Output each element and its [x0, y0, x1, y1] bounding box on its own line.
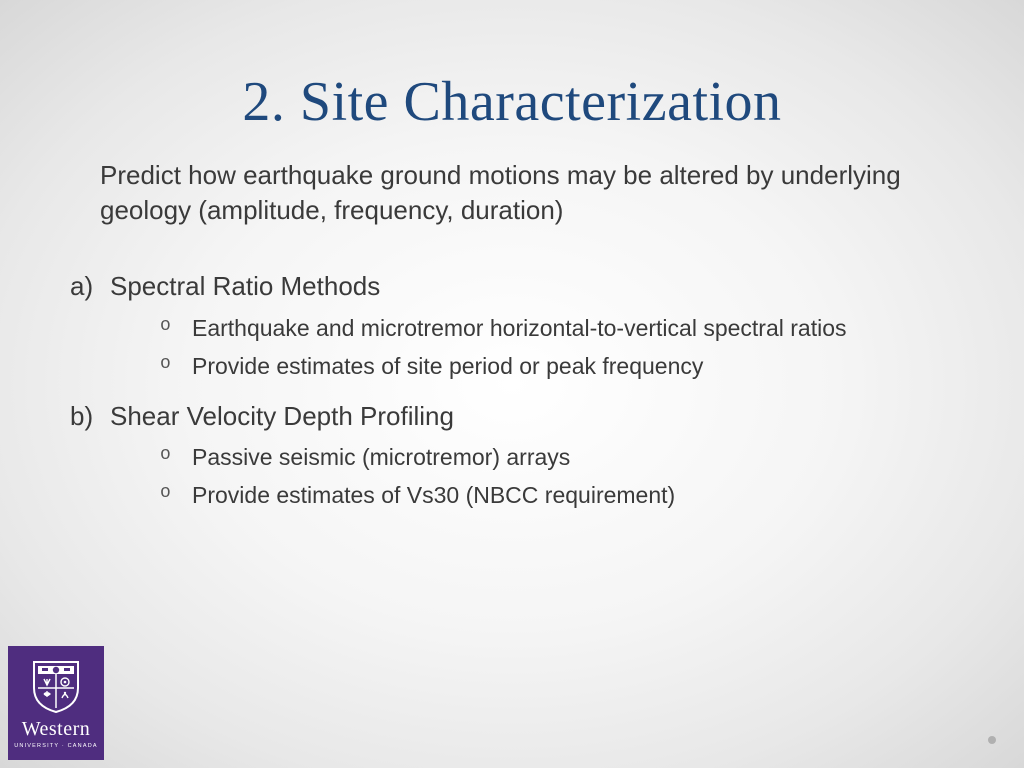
- logo-tagline: UNIVERSITY · CANADA: [14, 743, 98, 749]
- sub-text: Provide estimates of site period or peak…: [192, 349, 703, 384]
- sub-item: o Provide estimates of Vs30 (NBCC requir…: [160, 478, 954, 513]
- list-item-a: a) Spectral Ratio Methods: [70, 268, 954, 304]
- slide-title: 2. Site Characterization: [70, 70, 954, 134]
- item-letter: b): [70, 398, 110, 434]
- bullet-icon: o: [160, 311, 192, 346]
- logo-wordmark: Western: [22, 718, 91, 741]
- western-logo: Western UNIVERSITY · CANADA: [8, 646, 104, 760]
- item-label: Spectral Ratio Methods: [110, 268, 380, 304]
- sub-item: o Provide estimates of site period or pe…: [160, 349, 954, 384]
- bullet-icon: o: [160, 349, 192, 384]
- bullet-icon: o: [160, 440, 192, 475]
- bullet-icon: o: [160, 478, 192, 513]
- sub-text: Provide estimates of Vs30 (NBCC requirem…: [192, 478, 675, 513]
- sub-item: o Passive seismic (microtremor) arrays: [160, 440, 954, 475]
- slide-body: 2. Site Characterization Predict how ear…: [0, 0, 1024, 513]
- list-item-b: b) Shear Velocity Depth Profiling: [70, 398, 954, 434]
- sub-text: Earthquake and microtremor horizontal-to…: [192, 311, 847, 346]
- sub-text: Passive seismic (microtremor) arrays: [192, 440, 570, 475]
- sub-item: o Earthquake and microtremor horizontal-…: [160, 311, 954, 346]
- item-label: Shear Velocity Depth Profiling: [110, 398, 454, 434]
- item-letter: a): [70, 268, 110, 304]
- page-indicator-dot: [988, 736, 996, 744]
- shield-icon: [30, 658, 82, 714]
- sublist-a: o Earthquake and microtremor horizontal-…: [160, 311, 954, 384]
- sublist-b: o Passive seismic (microtremor) arrays o…: [160, 440, 954, 513]
- intro-text: Predict how earthquake ground motions ma…: [100, 158, 954, 228]
